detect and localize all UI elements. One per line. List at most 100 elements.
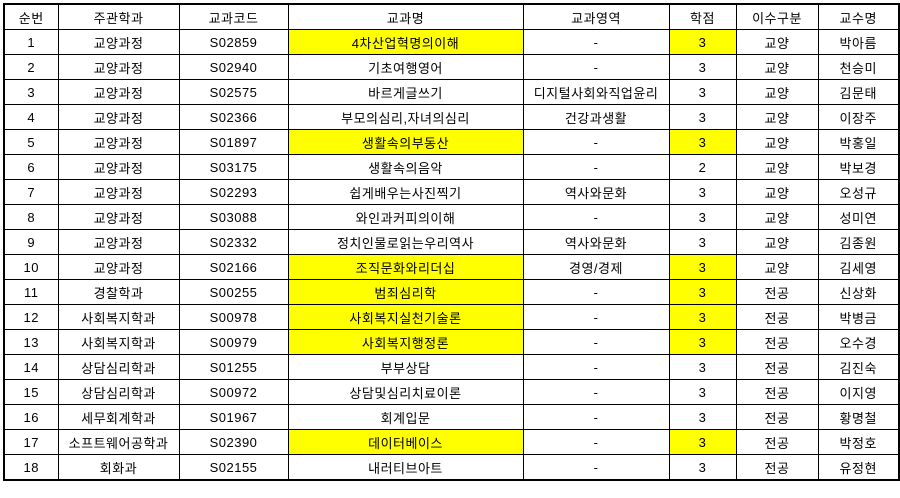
cell-no: 16 xyxy=(3,404,59,430)
table-row: 14 상담심리학과 S01255 부부상담 -3 전공 김진숙 xyxy=(3,354,900,380)
cell-no: 1 xyxy=(3,29,59,55)
cell-dept: 소프트웨어공학과 xyxy=(57,429,180,455)
table-row: 8 교양과정 S03088 와인과커피의이해 -3 교양 성미연 xyxy=(3,204,900,230)
cell-credit: 3 xyxy=(668,354,737,380)
cell-area: - xyxy=(522,404,670,430)
cell-no: 12 xyxy=(3,304,59,330)
column-header-type: 이수구분 xyxy=(735,3,819,30)
cell-type: 전공 xyxy=(735,354,819,380)
cell-no: 6 xyxy=(3,154,59,180)
cell-name: 와인과커피의이해 xyxy=(287,204,524,230)
cell-credit: 3 xyxy=(668,204,737,230)
cell-code: S01897 xyxy=(178,129,289,155)
cell-credit: 3 xyxy=(668,29,737,55)
table-row: 4 교양과정 S02366 부모의심리,자녀의심리 건강과생활 3 교양 이장주 xyxy=(3,104,900,130)
cell-name: 부부상담 xyxy=(287,354,524,380)
cell-area: - xyxy=(522,304,670,330)
cell-credit: 3 xyxy=(668,379,737,405)
column-header-credit: 학점 xyxy=(668,3,737,30)
table-row: 16 세무회계학과 S01967 회계입문 -3 전공 황명철 xyxy=(3,404,900,430)
table-body: 1 교양과정 S02859 4차산업혁명의이해 -3 교양 박아름 2 교양과정 S02940 기초… xyxy=(3,29,900,481)
cell-no: 18 xyxy=(3,454,59,481)
cell-credit: 3 xyxy=(668,254,737,280)
cell-code: S02575 xyxy=(178,79,289,105)
table-row: 1 교양과정 S02859 4차산업혁명의이해 -3 교양 박아름 xyxy=(3,29,900,55)
cell-name: 사회복지실천기술론 xyxy=(287,304,524,330)
cell-prof: 오성규 xyxy=(817,179,900,205)
cell-code: S02332 xyxy=(178,229,289,255)
cell-no: 4 xyxy=(3,104,59,130)
cell-dept: 세무회계학과 xyxy=(57,404,180,430)
cell-prof: 이지영 xyxy=(817,379,900,405)
cell-code: S02293 xyxy=(178,179,289,205)
table-row: 13 사회복지학과 S00979 사회복지행정론 -3 전공 오수경 xyxy=(3,329,900,355)
cell-dept: 교양과정 xyxy=(57,104,180,130)
cell-credit: 3 xyxy=(668,404,737,430)
table-row: 12 사회복지학과 S00978 사회복지실천기술론 -3 전공 박병금 xyxy=(3,304,900,330)
cell-no: 9 xyxy=(3,229,59,255)
column-header-code: 교과코드 xyxy=(178,3,289,30)
cell-code: S02155 xyxy=(178,454,289,481)
cell-type: 교양 xyxy=(735,179,819,205)
cell-dept: 교양과정 xyxy=(57,29,180,55)
cell-name: 내러티브아트 xyxy=(287,454,524,481)
table-row: 6 교양과정 S03175 생활속의음악 -2 교양 박보경 xyxy=(3,154,900,180)
cell-code: S02390 xyxy=(178,429,289,455)
cell-prof: 유정현 xyxy=(817,454,900,481)
cell-name: 4차산업혁명의이해 xyxy=(287,29,524,55)
cell-dept: 교양과정 xyxy=(57,179,180,205)
cell-code: S00255 xyxy=(178,279,289,305)
table-row: 15 상담심리학과 S00972 상담및심리치료이론 -3 전공 이지영 xyxy=(3,379,900,405)
cell-no: 15 xyxy=(3,379,59,405)
cell-code: S01967 xyxy=(178,404,289,430)
cell-no: 17 xyxy=(3,429,59,455)
table-row: 10 교양과정 S02166 조직문화와리더십 경영/경제 3 교양 김세영 xyxy=(3,254,900,280)
cell-code: S02859 xyxy=(178,29,289,55)
cell-code: S03175 xyxy=(178,154,289,180)
cell-prof: 김문태 xyxy=(817,79,900,105)
column-header-area: 교과영역 xyxy=(522,3,670,30)
table-row: 2 교양과정 S02940 기초여행영어 -3 교양 천승미 xyxy=(3,54,900,80)
cell-no: 11 xyxy=(3,279,59,305)
cell-credit: 3 xyxy=(668,179,737,205)
cell-credit: 3 xyxy=(668,79,737,105)
cell-type: 전공 xyxy=(735,304,819,330)
cell-prof: 박아름 xyxy=(817,29,900,55)
cell-type: 교양 xyxy=(735,254,819,280)
cell-prof: 김종원 xyxy=(817,229,900,255)
cell-type: 전공 xyxy=(735,454,819,481)
cell-credit: 3 xyxy=(668,229,737,255)
cell-dept: 사회복지학과 xyxy=(57,304,180,330)
cell-prof: 박병금 xyxy=(817,304,900,330)
cell-name: 사회복지행정론 xyxy=(287,329,524,355)
cell-credit: 3 xyxy=(668,429,737,455)
course-list-page: 순번 주관학과 교과코드 교과명 교과영역 학점 이수구분 교수명 1 교양과정 S02859 4차… xyxy=(3,3,900,481)
column-header-dept: 주관학과 xyxy=(57,3,180,30)
cell-dept: 상담심리학과 xyxy=(57,354,180,380)
cell-name: 정치인물로읽는우리역사 xyxy=(287,229,524,255)
table-row: 7 교양과정 S02293 쉽게배우는사진찍기 역사와문화 3 교양 오성규 xyxy=(3,179,900,205)
table-row: 3 교양과정 S02575 바르게글쓰기 디지털사회와직업윤리 3 교양 김문태 xyxy=(3,79,900,105)
cell-dept: 상담심리학과 xyxy=(57,379,180,405)
cell-name: 쉽게배우는사진찍기 xyxy=(287,179,524,205)
cell-prof: 김세영 xyxy=(817,254,900,280)
cell-dept: 교양과정 xyxy=(57,154,180,180)
cell-no: 10 xyxy=(3,254,59,280)
column-header-no: 순번 xyxy=(3,3,59,30)
cell-dept: 경찰학과 xyxy=(57,279,180,305)
cell-credit: 2 xyxy=(668,154,737,180)
cell-area: - xyxy=(522,154,670,180)
cell-credit: 3 xyxy=(668,454,737,481)
cell-dept: 교양과정 xyxy=(57,79,180,105)
cell-dept: 교양과정 xyxy=(57,204,180,230)
cell-type: 전공 xyxy=(735,429,819,455)
cell-credit: 3 xyxy=(668,129,737,155)
cell-name: 데이터베이스 xyxy=(287,429,524,455)
table-row: 11 경찰학과 S00255 범죄심리학 -3 전공 신상화 xyxy=(3,279,900,305)
cell-area: - xyxy=(522,129,670,155)
cell-type: 교양 xyxy=(735,129,819,155)
cell-area: - xyxy=(522,454,670,481)
cell-dept: 교양과정 xyxy=(57,254,180,280)
cell-prof: 오수경 xyxy=(817,329,900,355)
cell-prof: 신상화 xyxy=(817,279,900,305)
